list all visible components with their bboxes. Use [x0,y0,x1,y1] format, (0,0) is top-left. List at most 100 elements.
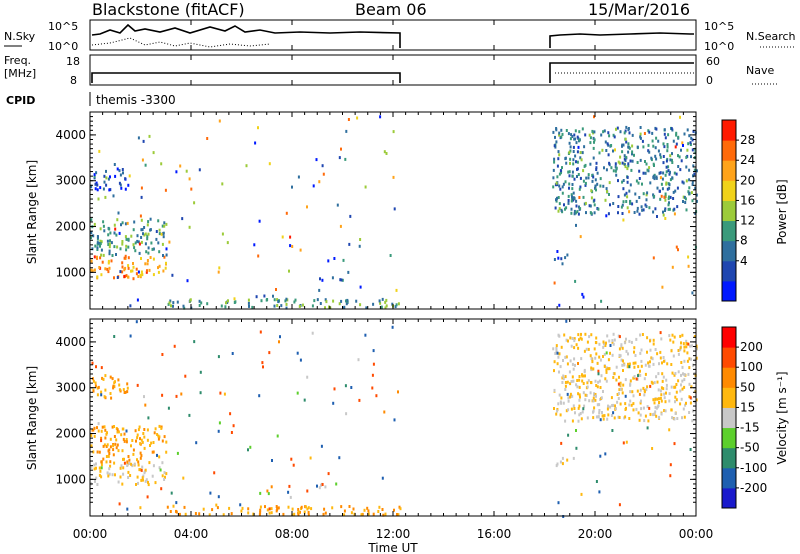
scatter-point [575,223,577,227]
scatter-point [677,379,680,383]
scatter-point [135,439,137,443]
scatter-point [618,375,620,379]
scatter-point [627,162,630,166]
scatter-point [318,180,321,184]
scatter-point [565,319,568,323]
scatter-point [96,483,99,486]
scatter-point [593,138,596,142]
scatter-point [103,174,106,178]
scatter-point [321,278,324,282]
scatter-point [662,155,665,158]
colorbar-cell [722,280,736,302]
scatter-point [391,302,394,306]
scatter-point [109,460,112,464]
scatter-point [624,165,627,169]
scatter-point [683,359,686,363]
scatter-point [90,231,93,235]
scatter-point [593,406,596,410]
scatter-point [574,154,577,158]
scatter-point [259,491,262,495]
scatter-point [109,392,112,395]
scatter-point [605,187,608,191]
scatter-point [555,198,557,202]
scatter-point [607,413,610,417]
scatter-point [134,241,137,245]
scatter-point [96,393,99,397]
scatter-point [631,202,634,206]
scatter-point [123,432,126,436]
scatter-point [94,244,97,248]
scatter-point [665,383,668,387]
scatter-point [689,396,692,400]
scatter-point [617,211,619,215]
scatter-point [146,262,149,266]
scatter-point [258,219,261,223]
scatter-point [323,507,326,511]
scatter-point [157,219,160,223]
scatter-point [650,356,653,360]
scatter-point [381,297,384,301]
scatter-point [168,301,171,305]
scatter-point [598,151,601,155]
scatter-point [680,383,682,387]
scatter-point [640,205,643,209]
scatter-point [343,509,346,513]
scatter-point [614,148,616,152]
scatter-point [653,381,656,385]
scatter-point [132,448,135,452]
scatter-point [630,403,633,407]
scatter-point [117,430,120,434]
scatter-point [160,162,163,166]
scatter-point [641,208,644,212]
scatter-point [113,335,116,338]
scatter-point [611,353,614,357]
scatter-point [595,188,597,192]
scatter-point [641,139,644,143]
scatter-point [611,404,614,407]
scatter-point [120,186,123,190]
scatter-point [568,186,570,190]
scatter-point [90,444,93,448]
scatter-point [677,349,680,352]
scatter-point [676,205,679,209]
scatter-point [629,399,632,403]
scatter-point [670,363,673,366]
scatter-point [100,240,103,244]
scatter-point [671,416,674,420]
scatter-point [124,222,127,226]
scatter-point [352,507,355,511]
scatter-point [307,513,310,517]
scatter-point [168,240,171,244]
scatter-point [556,362,559,366]
scatter-point [98,450,101,454]
scatter-point [688,178,691,182]
scatter-point [625,337,627,341]
scatter-point [656,215,658,218]
scatter-point [100,393,103,397]
scatter-point [276,434,279,438]
scatter-point [571,195,573,199]
scatter-point [145,478,148,482]
scatter-point [127,470,130,474]
scatter-point [175,170,178,174]
scatter-point [629,382,632,386]
scatter-point [674,412,677,415]
scatter-point [161,439,164,443]
scatter-point [273,298,276,302]
scatter-point [610,166,613,170]
scatter-point [132,228,135,232]
scatter-point [134,429,137,433]
scatter-point [571,362,574,366]
scatter-point [115,438,118,442]
colorbar-cell [722,367,736,388]
scatter-point [614,162,617,166]
scatter-point [646,385,649,389]
scatter-point [662,210,664,214]
scatter-point [573,137,576,141]
scatter-point [580,332,582,336]
scatter-point [575,204,578,208]
scatter-point [659,389,662,393]
scatter-point [172,304,174,308]
scatter-point [561,262,564,266]
scatter-point [151,247,154,251]
